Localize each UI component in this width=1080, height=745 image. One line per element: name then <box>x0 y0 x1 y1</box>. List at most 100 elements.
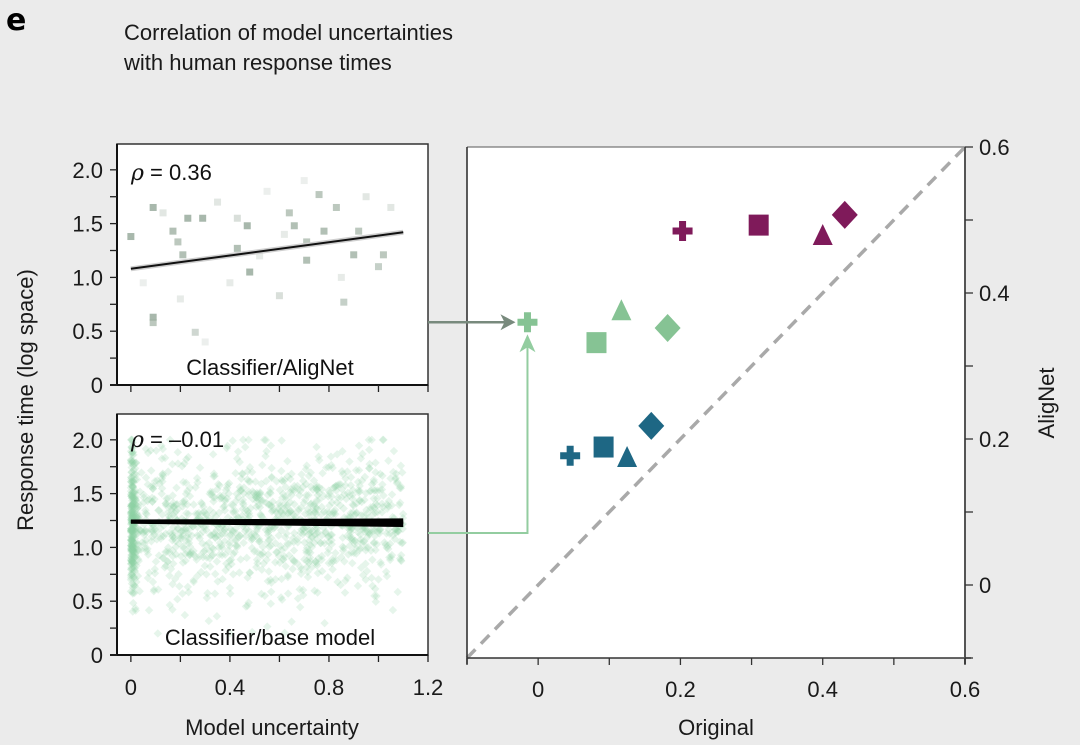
base-model-point <box>127 524 137 533</box>
base-model-point <box>265 488 275 497</box>
base-model-point <box>286 506 296 516</box>
base-model-point <box>129 538 139 548</box>
base-model-point <box>185 483 195 493</box>
base-model-point <box>171 550 181 559</box>
base-model-point <box>127 533 137 543</box>
base-model-point <box>270 523 279 532</box>
base-model-point <box>182 455 191 464</box>
base-model-point <box>306 468 315 477</box>
base-model-point <box>312 529 322 538</box>
base-model-point <box>368 502 378 512</box>
base-model-point <box>365 464 374 473</box>
base-model-point <box>130 496 139 505</box>
base-model-point <box>191 483 200 492</box>
base-model-point <box>226 525 236 534</box>
base-model-point <box>220 528 229 538</box>
base-model-point <box>173 500 182 509</box>
base-model-point <box>156 534 165 543</box>
base-model-point <box>139 498 148 507</box>
base-model-point <box>130 567 139 576</box>
base-model-point <box>265 542 274 551</box>
base-model-point <box>129 542 138 551</box>
base-model-point <box>366 503 375 512</box>
base-model-point <box>130 459 139 468</box>
base-model-point <box>233 512 242 522</box>
base-model-point <box>239 538 248 548</box>
base-model-point <box>348 558 357 568</box>
base-model-point <box>252 488 262 498</box>
base-model-point <box>199 502 208 512</box>
base-model-point <box>131 458 141 468</box>
base-model-point <box>179 544 189 553</box>
base-model-point <box>315 488 324 498</box>
base-model-point <box>264 527 274 536</box>
base-model-point <box>239 483 249 492</box>
base-model-point <box>302 546 311 555</box>
base-model-point <box>133 554 143 564</box>
base-model-point <box>178 589 187 598</box>
purple-triangle-marker <box>812 224 833 246</box>
base-model-point <box>182 509 191 518</box>
base-model-point <box>161 561 171 570</box>
right-x-tick-label: 0.2 <box>665 677 696 702</box>
base-model-point <box>370 591 379 601</box>
base-model-point <box>148 526 158 536</box>
base-model-point <box>255 503 265 512</box>
base-model-point <box>126 510 136 519</box>
base-model-point <box>289 556 298 565</box>
base-model-point <box>126 559 136 569</box>
alignet-y-tick-label: 1.0 <box>72 265 103 290</box>
base-model-point <box>128 588 137 597</box>
base-model-point <box>217 493 226 502</box>
base-model-point <box>126 545 136 555</box>
base-model-point <box>313 568 323 578</box>
base-model-point <box>214 479 223 489</box>
blue-cross-marker <box>560 445 581 466</box>
base-model-point <box>195 530 205 540</box>
base-model-point <box>163 557 172 567</box>
base-model-point <box>398 509 408 519</box>
base-model-point <box>129 580 138 590</box>
base-model-point <box>361 575 370 584</box>
base-model-point <box>367 435 376 445</box>
base-model-point <box>272 477 281 486</box>
base-model-point <box>267 501 276 510</box>
base-model-point <box>296 569 306 578</box>
base-model-point <box>261 476 271 486</box>
panel-letter: e <box>6 3 26 38</box>
y-axis-label-response-time: Response time (log space) <box>13 269 38 531</box>
base-model-point <box>327 498 337 507</box>
base-model-point <box>181 549 190 559</box>
base-model-point <box>286 474 295 484</box>
base-model-point <box>128 476 138 485</box>
base-model-point <box>312 481 321 490</box>
base-model-point <box>127 579 137 588</box>
alignet-point <box>184 214 192 222</box>
base-model-point <box>157 484 167 493</box>
base-model-point <box>189 576 198 585</box>
base-model-point <box>217 522 227 531</box>
base-model-point <box>127 559 136 568</box>
base-model-point <box>272 508 281 517</box>
base-model-point <box>383 541 392 550</box>
base-model-point <box>152 535 161 544</box>
base-model-point <box>131 523 141 532</box>
base-model-point <box>229 501 238 510</box>
base-model-point <box>289 510 298 520</box>
base-model-point <box>127 504 136 513</box>
base-model-point <box>129 478 138 487</box>
base-model-point <box>168 532 177 541</box>
base-model-point <box>128 483 137 492</box>
base-model-point <box>341 481 350 490</box>
base-model-point <box>360 472 370 482</box>
base-model-point <box>128 557 137 566</box>
base-model-point <box>210 493 219 502</box>
base-model-point <box>244 477 253 486</box>
base-model-point <box>128 502 138 511</box>
base-model-point <box>150 525 160 534</box>
base-model-point <box>127 524 136 534</box>
base-model-point <box>281 506 290 515</box>
base-model-point <box>378 502 388 512</box>
blue-triangle-marker <box>617 445 638 467</box>
base-model-point <box>127 507 137 516</box>
